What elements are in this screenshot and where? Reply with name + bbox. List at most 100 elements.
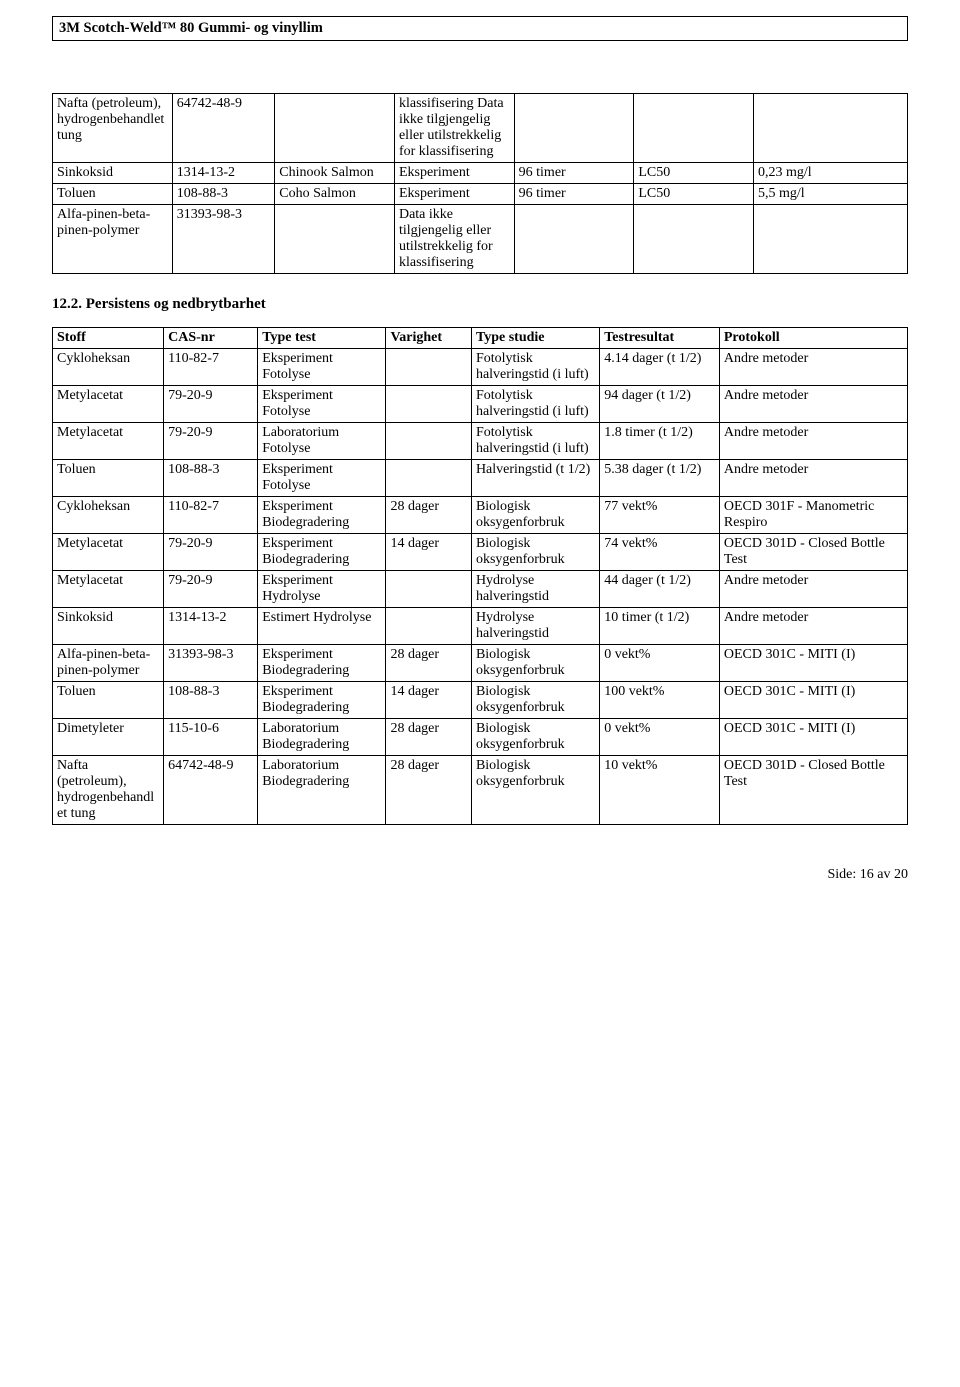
table-cell: Eksperiment Biodegradering (258, 682, 386, 719)
table-cell: Eksperiment Biodegradering (258, 645, 386, 682)
table-cell: Fotolytisk halveringstid (i luft) (471, 423, 599, 460)
table-cell: Eksperiment Biodegradering (258, 534, 386, 571)
table-cell: 28 dager (386, 719, 472, 756)
table-cell: Eksperiment Fotolyse (258, 386, 386, 423)
table-cell (386, 386, 472, 423)
table-cell: 0,23 mg/l (754, 163, 908, 184)
table-cell: Andre metoder (719, 423, 907, 460)
table-cell: Fotolytisk halveringstid (i luft) (471, 386, 599, 423)
table-cell: Laboratorium Biodegradering (258, 756, 386, 825)
table-row: Alfa-pinen-beta-pinen-polymer31393-98-3 D… (53, 205, 908, 274)
table-cell: Toluen (53, 460, 164, 497)
table-cell: Andre metoder (719, 608, 907, 645)
table-cell: 64742-48-9 (172, 94, 275, 163)
table-cell: Laboratorium Fotolyse (258, 423, 386, 460)
table-cell: OECD 301C - MITI (I) (719, 682, 907, 719)
col-typestudie: Type studie (471, 328, 599, 349)
page: 3M Scotch-Weld™ 80 Gummi- og vinyllim Na… (0, 0, 960, 915)
table-cell: Chinook Salmon (275, 163, 395, 184)
table-cell: 79-20-9 (164, 423, 258, 460)
table-cell: OECD 301C - MITI (I) (719, 645, 907, 682)
table-cell: Metylacetat (53, 386, 164, 423)
table-cell: Biologisk oksygenforbruk (471, 534, 599, 571)
table-cell: 64742-48-9 (164, 756, 258, 825)
col-protokoll: Protokoll (719, 328, 907, 349)
table-cell: Biologisk oksygenforbruk (471, 682, 599, 719)
table-row: Toluen108-88-3Coho SalmonEksperiment96 t… (53, 184, 908, 205)
page-footer: Side: 16 av 20 (52, 867, 908, 883)
table-cell: LC50 (634, 163, 754, 184)
table-cell: OECD 301D - Closed Bottle Test (719, 756, 907, 825)
table-cell: Cykloheksan (53, 349, 164, 386)
table-cell: 10 timer (t 1/2) (600, 608, 720, 645)
table-cell: OECD 301C - MITI (I) (719, 719, 907, 756)
col-typetest: Type test (258, 328, 386, 349)
col-casnr: CAS-nr (164, 328, 258, 349)
table-cell: 74 vekt% (600, 534, 720, 571)
col-stoff: Stoff (53, 328, 164, 349)
table-cell: Andre metoder (719, 571, 907, 608)
table-cell: Sinkoksid (53, 163, 173, 184)
table-row: Toluen108-88-3Eksperiment Fotolyse Halver… (53, 460, 908, 497)
table-cell: Biologisk oksygenforbruk (471, 756, 599, 825)
table-cell: 28 dager (386, 497, 472, 534)
table-cell (754, 205, 908, 274)
table-cell: 31393-98-3 (164, 645, 258, 682)
table-cell: 14 dager (386, 534, 472, 571)
table-cell: Andre metoder (719, 386, 907, 423)
table-row: Sinkoksid1314-13-2Chinook SalmonEksperim… (53, 163, 908, 184)
table-cell (514, 94, 634, 163)
table-header-row: Stoff CAS-nr Type test Varighet Type stu… (53, 328, 908, 349)
table-cell: Data ikke tilgjengelig eller utilstrekke… (394, 205, 514, 274)
table-cell (386, 423, 472, 460)
table-cell: 79-20-9 (164, 534, 258, 571)
table-cell: 4.14 dager (t 1/2) (600, 349, 720, 386)
table-cell (754, 94, 908, 163)
table-row: Nafta (petroleum), hydrogenbehandlet tun… (53, 756, 908, 825)
table-cell: 14 dager (386, 682, 472, 719)
table-cell: Eksperiment Hydrolyse (258, 571, 386, 608)
table-cell (386, 571, 472, 608)
table-cell: 108-88-3 (164, 682, 258, 719)
table-cell: Andre metoder (719, 349, 907, 386)
table-cell: Cykloheksan (53, 497, 164, 534)
table-cell: 108-88-3 (164, 460, 258, 497)
document-title: 3M Scotch-Weld™ 80 Gummi- og vinyllim (59, 20, 323, 36)
table-cell: 79-20-9 (164, 386, 258, 423)
table-cell (275, 94, 395, 163)
document-header: 3M Scotch-Weld™ 80 Gummi- og vinyllim (52, 16, 908, 41)
table-row: Nafta (petroleum), hydrogenbehandlet tun… (53, 94, 908, 163)
table-cell: Alfa-pinen-beta-pinen-polymer (53, 205, 173, 274)
table-cell: Nafta (petroleum), hydrogenbehandlet tun… (53, 94, 173, 163)
table-cell (634, 205, 754, 274)
table-cell: Hydrolyse halveringstid (471, 608, 599, 645)
table-cell: 115-10-6 (164, 719, 258, 756)
table-cell: Metylacetat (53, 423, 164, 460)
table-cell: 110-82-7 (164, 349, 258, 386)
table-cell: Eksperiment (394, 184, 514, 205)
table-cell: LC50 (634, 184, 754, 205)
table-cell: Andre metoder (719, 460, 907, 497)
table-cell: Laboratorium Biodegradering (258, 719, 386, 756)
table-cell: Biologisk oksygenforbruk (471, 497, 599, 534)
table-cell: OECD 301F - Manometric Respiro (719, 497, 907, 534)
col-varighet: Varighet (386, 328, 472, 349)
table-cell: 31393-98-3 (172, 205, 275, 274)
table-cell (386, 349, 472, 386)
table-cell (275, 205, 395, 274)
table-cell: 44 dager (t 1/2) (600, 571, 720, 608)
table-cell: 79-20-9 (164, 571, 258, 608)
page-number: Side: 16 av 20 (828, 867, 909, 882)
table-cell: 94 dager (t 1/2) (600, 386, 720, 423)
table-row: Cykloheksan110-82-7Eksperiment Biodegrad… (53, 497, 908, 534)
table-cell: OECD 301D - Closed Bottle Test (719, 534, 907, 571)
table-cell: 28 dager (386, 645, 472, 682)
table-cell: Nafta (petroleum), hydrogenbehandlet tun… (53, 756, 164, 825)
table-cell (634, 94, 754, 163)
table-cell (386, 608, 472, 645)
table-cell: 96 timer (514, 163, 634, 184)
table-cell: 28 dager (386, 756, 472, 825)
table-row: Cykloheksan110-82-7Eksperiment FotolyseF… (53, 349, 908, 386)
table-cell: Eksperiment Fotolyse (258, 460, 386, 497)
table-cell: Halveringstid (t 1/2) (471, 460, 599, 497)
